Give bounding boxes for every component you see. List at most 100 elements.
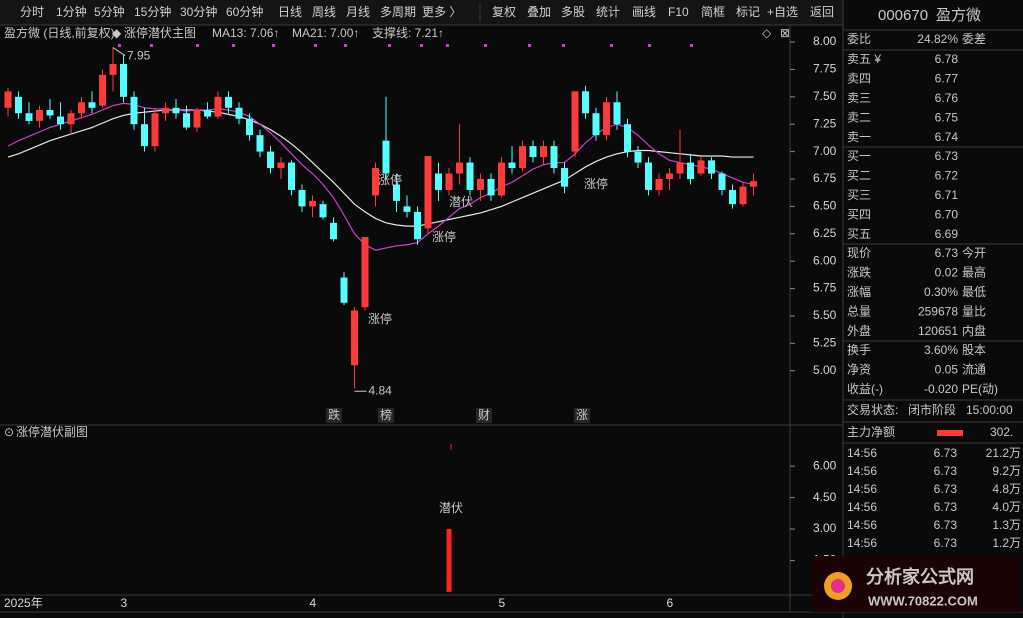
toolbar-item[interactable]: 日线 xyxy=(278,5,302,19)
toolbar-item[interactable]: 复权 xyxy=(492,5,516,19)
toolbar-item[interactable]: 画线 xyxy=(632,5,656,19)
status-label: 交易状态: xyxy=(847,402,898,417)
candle-body xyxy=(634,151,642,163)
toolbar-item[interactable]: 月线 xyxy=(346,5,370,19)
candle-body xyxy=(697,160,705,174)
net-bar xyxy=(937,430,963,436)
stat-label: 换手 xyxy=(847,343,871,357)
toolbar-item[interactable]: 多周期 xyxy=(380,5,416,19)
signal-dot xyxy=(344,44,347,47)
candle-body xyxy=(46,109,54,116)
candle-body xyxy=(550,146,558,169)
event-badge[interactable]: 跌 xyxy=(328,407,340,422)
candle-body xyxy=(561,168,568,187)
stat-value: 0.05 xyxy=(935,363,959,377)
event-badge-bg[interactable] xyxy=(326,408,342,423)
trade-volume: 1.3万 xyxy=(992,518,1021,532)
signal-dot xyxy=(446,44,449,47)
logo-title: 分析家公式网 xyxy=(866,566,974,587)
candle-body xyxy=(214,96,222,117)
stat-value: 6.73 xyxy=(935,246,959,260)
bar xyxy=(446,529,452,592)
candle-body xyxy=(571,91,579,152)
toolbar-item[interactable]: +自选 xyxy=(767,5,798,19)
level-label: 买二 xyxy=(847,169,871,183)
candle-body xyxy=(330,222,337,240)
level-label: 卖四 xyxy=(847,72,871,86)
toolbar-item[interactable]: 周线 xyxy=(312,5,336,19)
toolbar-item[interactable]: 30分钟 xyxy=(180,4,217,19)
candle-body xyxy=(351,310,358,366)
candle-body xyxy=(676,162,684,174)
toolbar-item[interactable]: 简框 xyxy=(701,5,725,19)
event-badge-bg[interactable] xyxy=(476,408,492,423)
stat-label: 涨幅 xyxy=(847,284,871,299)
candle-body xyxy=(25,113,33,121)
stat-value: -0.020 xyxy=(924,382,958,396)
toolbar-item[interactable]: 15分钟 xyxy=(134,4,171,19)
candle-body xyxy=(666,173,673,179)
candle-body xyxy=(319,204,327,218)
y-tick-label: 5.25 xyxy=(813,335,837,349)
icon[interactable]: ◇ xyxy=(762,26,772,40)
trade-time: 14:56 xyxy=(847,536,877,550)
signal-dot xyxy=(118,44,121,47)
trade-price: 6.73 xyxy=(934,482,958,496)
level-price: 6.75 xyxy=(935,110,959,124)
event-badge-bg[interactable] xyxy=(378,408,394,423)
toolbar-item[interactable]: 60分钟 xyxy=(226,4,263,19)
icon[interactable]: ◆ xyxy=(112,26,122,40)
toolbar-item[interactable]: 1分钟 xyxy=(56,4,87,19)
level-price: 6.69 xyxy=(935,227,959,241)
status-time: 15:00:00 xyxy=(966,403,1013,417)
candle-body xyxy=(624,124,631,152)
candle-body xyxy=(256,135,264,152)
signal-label: 涨停 xyxy=(584,176,608,191)
stock-name: 盈方微 xyxy=(936,7,981,24)
event-badge[interactable]: 财 xyxy=(478,408,490,422)
y-tick-label: 3.00 xyxy=(813,521,837,535)
y-tick-label: 6.50 xyxy=(813,199,837,213)
level-label: 买四 xyxy=(847,207,871,221)
candle-body xyxy=(225,96,232,108)
toolbar-item[interactable]: F10 xyxy=(668,5,689,19)
net-label: 主力净额 xyxy=(847,425,895,439)
toolbar-item[interactable]: 更多 〉 xyxy=(422,5,461,19)
signal-dot xyxy=(420,44,423,47)
candle-body xyxy=(739,186,747,205)
toolbar-item[interactable]: 5分钟 xyxy=(94,4,125,19)
candle-body xyxy=(540,146,547,158)
signal-label: 潜伏 xyxy=(439,501,463,515)
toolbar-item[interactable]: 标记 xyxy=(736,5,760,19)
signal-dot xyxy=(388,44,391,47)
candle-body xyxy=(645,162,652,190)
y-tick-label: 6.75 xyxy=(813,171,837,185)
level-label: 卖五 ¥ xyxy=(847,52,881,66)
signal-dot xyxy=(314,44,317,47)
event-badge[interactable]: 涨 xyxy=(576,407,588,422)
signal-dot xyxy=(232,44,235,47)
icon[interactable]: ⊠ xyxy=(780,26,790,40)
candle-body xyxy=(36,109,43,121)
candle-body xyxy=(655,178,663,190)
toolbar-item[interactable]: 多股 xyxy=(561,5,585,19)
candle-body xyxy=(204,109,211,117)
icon[interactable]: ⊙ xyxy=(4,425,14,439)
event-badge-bg[interactable] xyxy=(574,408,590,423)
candle-body xyxy=(361,237,369,308)
candle-body xyxy=(267,151,274,169)
stat-label: 股本 xyxy=(962,343,986,357)
y-tick-label: 5.75 xyxy=(813,281,837,295)
candle-body xyxy=(151,113,159,147)
event-badge[interactable]: 榜 xyxy=(380,407,392,422)
toolbar-item[interactable]: 分时 xyxy=(20,5,44,19)
stat-label: 最高 xyxy=(962,265,986,280)
signal-dot xyxy=(150,44,153,47)
x-tick-label: 3 xyxy=(121,596,128,610)
toolbar-item[interactable]: 返回 xyxy=(810,5,834,19)
ma-label: MA13: 7.06↑ xyxy=(212,26,279,40)
candle-body xyxy=(393,184,400,201)
toolbar-item[interactable]: 叠加 xyxy=(527,5,551,19)
toolbar-item[interactable]: 统计 xyxy=(596,5,620,19)
